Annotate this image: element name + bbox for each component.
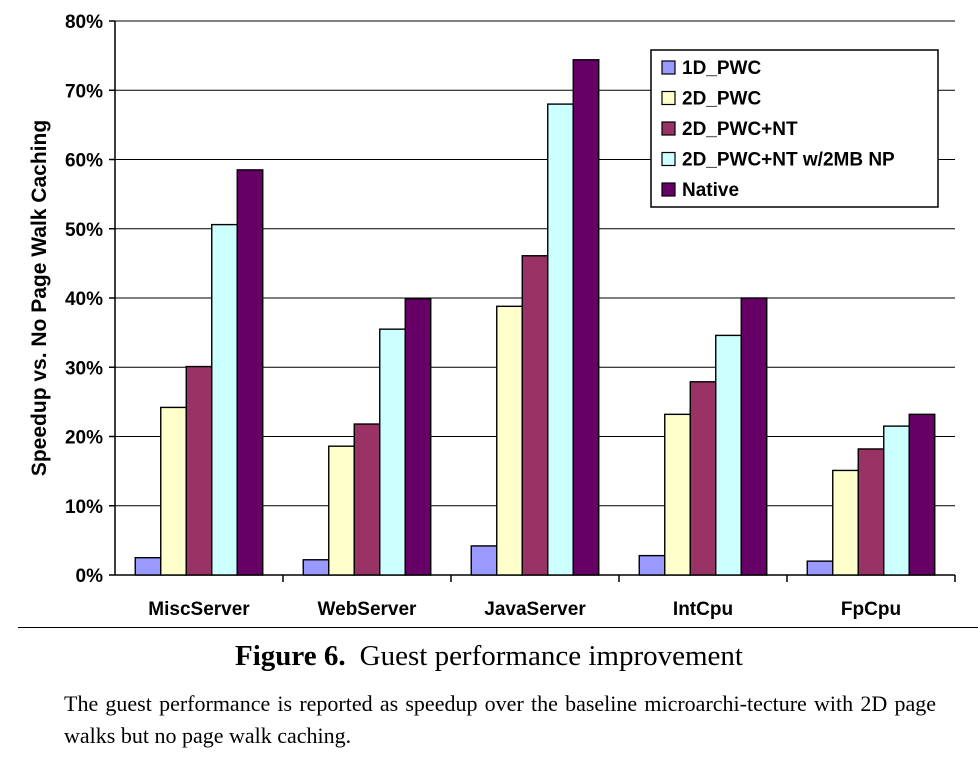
y-tick-label: 60% <box>65 151 103 172</box>
bar-2d-pwc-nt-w-2mb-np <box>715 334 742 576</box>
legend-label: 2D_PWC <box>682 89 761 110</box>
bar-2d-pwc-nt-w-2mb-np <box>547 103 574 576</box>
figure-title: Guest performance improvement <box>359 640 743 672</box>
y-tick-label: 10% <box>65 497 103 518</box>
bar-chart: 0% 10% 20% 30% 40% 50% 60% 70% 80% Speedup vs. No… <box>28 12 956 620</box>
bar-2d-pwc <box>160 406 187 576</box>
y-axis-label: Speedup vs. No Page Walk Caching <box>28 120 51 476</box>
legend-swatch <box>661 151 676 167</box>
bar-2d-pwc <box>328 445 355 576</box>
bar-native <box>908 413 936 576</box>
bar-2d-pwc-nt <box>185 365 213 576</box>
figure-number: Figure 6. <box>235 640 346 672</box>
y-tick-label: 20% <box>65 428 103 449</box>
bar-2d-pwc-nt <box>521 255 549 576</box>
y-tick-label: 50% <box>65 220 103 241</box>
bar-native <box>572 59 600 576</box>
figure-caption: Figure 6. Guest performance improvement <box>0 640 978 673</box>
bar-1d-pwc <box>638 554 666 576</box>
y-tick-label: 40% <box>65 289 103 310</box>
figure-description: The guest performance is reported as spe… <box>64 691 936 748</box>
bar-2d-pwc <box>496 305 523 576</box>
x-tick-label: JavaServer <box>484 599 586 620</box>
legend-label: Native <box>682 180 739 201</box>
bar-1d-pwc <box>806 560 834 576</box>
bar-1d-pwc <box>134 556 162 576</box>
legend-label: 2D_PWC+NT <box>682 119 798 140</box>
y-tick-label: 30% <box>65 358 103 379</box>
figure-divider <box>18 627 978 628</box>
x-tick-label: IntCpu <box>673 599 733 620</box>
x-tick-label: FpCpu <box>841 599 901 620</box>
bar-2d-pwc-nt-w-2mb-np <box>379 328 406 576</box>
legend-swatch <box>661 90 676 106</box>
bar-2d-pwc-nt <box>353 423 381 576</box>
bar-2d-pwc-nt-w-2mb-np <box>883 425 910 576</box>
legend-swatch <box>661 121 676 136</box>
bar-2d-pwc-nt <box>689 381 717 576</box>
bar-native <box>404 297 432 576</box>
legend-box <box>650 49 939 208</box>
bar-2d-pwc <box>664 413 691 576</box>
legend-label: 1D_PWC <box>682 58 761 79</box>
bar-1d-pwc <box>470 545 498 576</box>
legend-swatch <box>661 60 676 75</box>
x-tick-label: MiscServer <box>148 599 250 620</box>
bar-native <box>740 297 768 576</box>
bar-2d-pwc <box>832 469 859 576</box>
y-tick-label: 80% <box>65 12 103 33</box>
bar-2d-pwc-nt <box>857 448 885 576</box>
x-tick-label: WebServer <box>318 599 418 620</box>
bar-native <box>236 169 264 576</box>
y-tick-label: 70% <box>65 81 103 102</box>
bar-1d-pwc <box>302 559 330 576</box>
bar-2d-pwc-nt-w-2mb-np <box>211 223 238 576</box>
y-tick-label: 0% <box>76 566 104 587</box>
legend-swatch <box>661 182 676 197</box>
legend-label: 2D_PWC+NT w/2MB NP <box>682 150 895 171</box>
